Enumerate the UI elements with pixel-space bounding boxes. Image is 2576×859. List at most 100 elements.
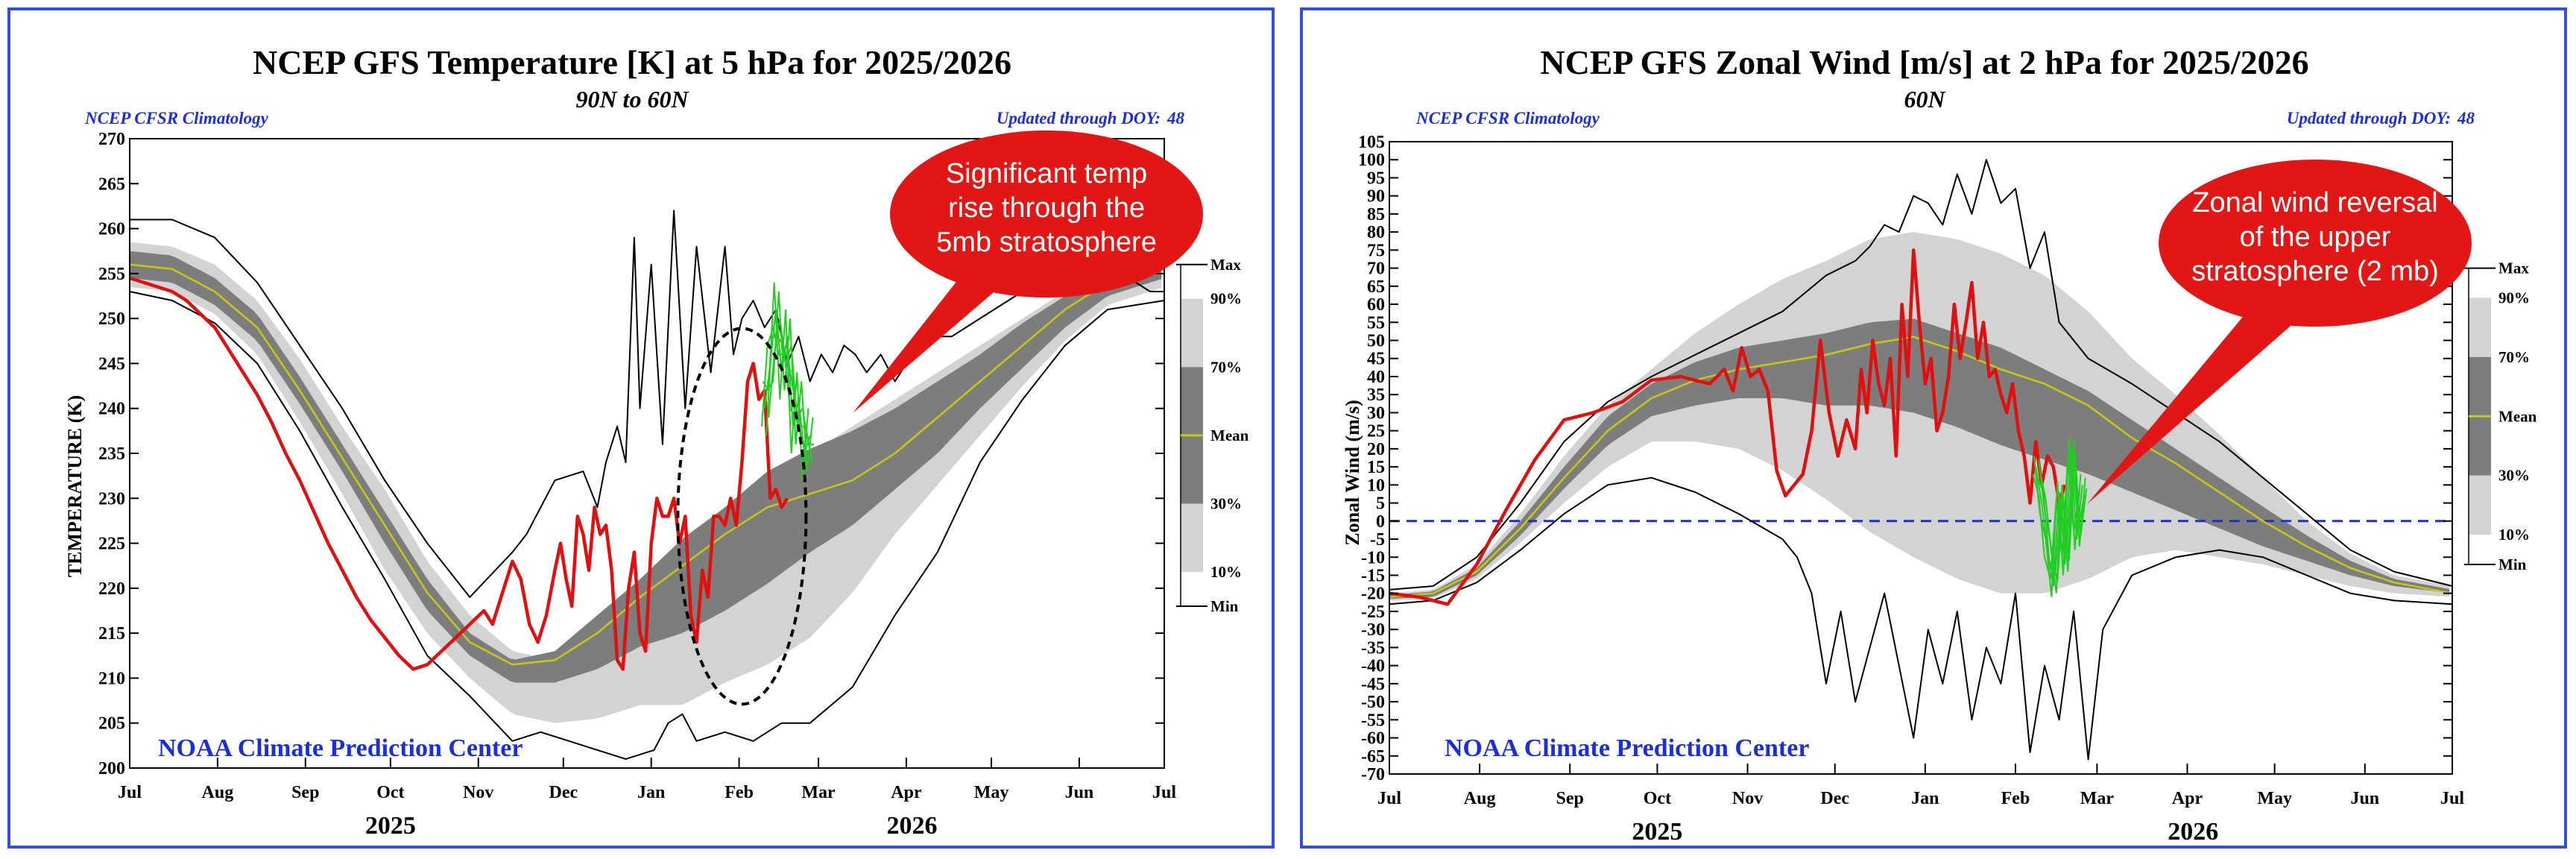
plot-area: -70-65-60-55-50-45-40-35-30-25-20-15-10-… bbox=[1358, 133, 2537, 846]
x-tick-label: Jul bbox=[1377, 789, 1401, 808]
y-tick-label: -25 bbox=[1361, 602, 1385, 622]
updated-note: Updated through DOY: bbox=[2287, 109, 2451, 128]
percentile-band-30-70 bbox=[1389, 318, 2450, 599]
y-tick-label: 80 bbox=[1367, 223, 1385, 242]
legend-swatch-10 bbox=[1181, 503, 1203, 573]
x-tick-label: Jan bbox=[1911, 789, 1939, 808]
mean-line bbox=[129, 263, 1165, 666]
x-tick-label: Oct bbox=[1644, 789, 1671, 808]
legend-label: 30% bbox=[2498, 467, 2530, 485]
chart-subtitle: 90N to 60N bbox=[575, 86, 689, 113]
legend-label: 90% bbox=[1210, 290, 1242, 308]
callout-text-line: rise through the bbox=[948, 192, 1145, 224]
y-tick-label: 65 bbox=[1367, 277, 1385, 297]
x-tick-label: Feb bbox=[2001, 789, 2030, 808]
x-tick-label: Jul bbox=[1152, 783, 1176, 802]
legend-label: Min bbox=[2498, 556, 2527, 573]
chart-subtitle: 60N bbox=[1904, 86, 1946, 113]
temperature-chart: NCEP GFS Temperature [K] at 5 hPa for 20… bbox=[64, 43, 1249, 840]
y-tick-label: 75 bbox=[1367, 241, 1385, 260]
highlight-ellipse bbox=[676, 327, 808, 706]
forecast-member-line bbox=[2033, 438, 2082, 597]
y-axis-label: Zonal Wind (m/s) bbox=[1342, 400, 1363, 546]
y-tick-label: 240 bbox=[98, 400, 125, 419]
legend-swatch-90 bbox=[2469, 298, 2491, 357]
x-tick-label: Sep bbox=[291, 783, 319, 802]
y-tick-label: -35 bbox=[1361, 638, 1385, 658]
y-tick-label: -55 bbox=[1361, 711, 1385, 730]
legend-swatch-10 bbox=[2469, 475, 2491, 535]
y-tick-label: 25 bbox=[1367, 422, 1385, 441]
y-tick-label: 30 bbox=[1367, 403, 1385, 423]
year-label: 2025 bbox=[365, 812, 416, 840]
callout-text-line: stratosphere (2 mb) bbox=[2191, 256, 2439, 287]
x-tick-label: Mar bbox=[2080, 789, 2115, 808]
y-tick-label: 230 bbox=[98, 489, 125, 509]
y-tick-label: 235 bbox=[98, 444, 125, 464]
callout-text-line: of the upper bbox=[2240, 221, 2391, 253]
y-tick-label: 70 bbox=[1367, 259, 1385, 279]
x-tick-label: Sep bbox=[1556, 789, 1584, 808]
y-tick-label: -15 bbox=[1361, 566, 1385, 585]
zonal-wind-chart: NCEP GFS Zonal Wind [m/s] at 2 hPa for 2… bbox=[1342, 43, 2537, 846]
y-tick-label: -10 bbox=[1361, 548, 1385, 567]
y-tick-label: 40 bbox=[1367, 368, 1385, 387]
legend-swatch-90 bbox=[1181, 298, 1203, 368]
legend-label: Min bbox=[1210, 597, 1239, 615]
legend-label: 10% bbox=[1210, 563, 1242, 581]
callout-bubble bbox=[2159, 160, 2472, 327]
y-tick-label: 15 bbox=[1367, 458, 1385, 477]
callout-text-line: 5mb stratosphere bbox=[936, 227, 1157, 258]
y-tick-label: 205 bbox=[98, 714, 125, 734]
y-tick-label: 50 bbox=[1367, 332, 1385, 351]
x-tick-label: Dec bbox=[549, 783, 578, 802]
legend-label: 30% bbox=[1210, 495, 1242, 513]
y-tick-label: -45 bbox=[1361, 675, 1385, 694]
x-tick-label: Nov bbox=[463, 783, 493, 802]
y-tick-label: 210 bbox=[98, 669, 125, 688]
y-tick-label: -30 bbox=[1361, 620, 1385, 640]
y-tick-label: 225 bbox=[98, 535, 125, 554]
plot-area: 200 205 210 215 220 225 230 235 240 245 250 255 260 2… bbox=[98, 130, 1249, 840]
year-label: 2026 bbox=[2168, 818, 2218, 846]
x-tick-label: May bbox=[2257, 789, 2292, 808]
observed-line bbox=[129, 276, 789, 671]
max-line bbox=[1389, 159, 2453, 591]
x-tick-label: Jul bbox=[118, 783, 142, 802]
y-tick-label: 215 bbox=[98, 624, 125, 644]
x-tick-label: Apr bbox=[2172, 789, 2203, 808]
x-tick-label: Jul bbox=[2440, 789, 2464, 808]
max-line bbox=[130, 210, 1164, 598]
x-tick-label: Nov bbox=[1732, 789, 1763, 808]
x-tick-label: Feb bbox=[724, 783, 754, 802]
plot-frame bbox=[1389, 141, 2453, 775]
y-tick-label: 60 bbox=[1367, 295, 1385, 315]
legend-label: Max bbox=[1210, 256, 1241, 274]
y-tick-label: 265 bbox=[98, 174, 125, 194]
callout-pointer bbox=[2087, 309, 2302, 504]
callout-text-line: Significant temp bbox=[946, 158, 1147, 189]
y-tick-label: 35 bbox=[1367, 386, 1385, 405]
y-tick-label: 85 bbox=[1367, 205, 1385, 224]
forecast-member-line bbox=[765, 336, 812, 463]
y-tick-label: 55 bbox=[1367, 313, 1385, 333]
x-tick-label: Dec bbox=[1820, 789, 1849, 808]
y-tick-label: 200 bbox=[98, 759, 125, 778]
observed-line bbox=[1389, 248, 2067, 606]
temperature-chart-panel: NCEP GFS Temperature [K] at 5 hPa for 20… bbox=[7, 7, 1275, 849]
y-tick-label: 0 bbox=[1376, 512, 1385, 532]
legend-label: 70% bbox=[2498, 348, 2530, 366]
y-tick-label: 20 bbox=[1367, 440, 1385, 459]
y-tick-label: 90 bbox=[1367, 187, 1385, 207]
y-tick-label: 45 bbox=[1367, 350, 1385, 369]
y-tick-label: 250 bbox=[98, 309, 125, 329]
updated-doy: 48 bbox=[1167, 109, 1185, 128]
callout-text-line: Zonal wind reversal bbox=[2192, 187, 2437, 218]
legend-label: Max bbox=[2498, 259, 2529, 277]
y-tick-label: 10 bbox=[1367, 476, 1385, 495]
y-tick-label: -40 bbox=[1361, 657, 1385, 676]
y-tick-label: 95 bbox=[1367, 169, 1385, 188]
climatology-note: NCEP CFSR Climatology bbox=[1415, 109, 1600, 128]
forecast-member-line bbox=[768, 318, 814, 445]
